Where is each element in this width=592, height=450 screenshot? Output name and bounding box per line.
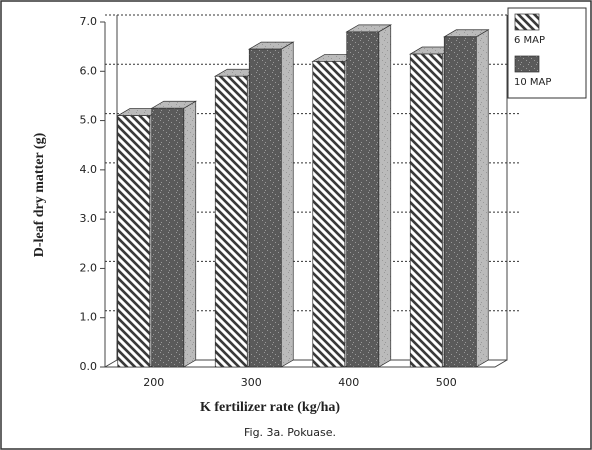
bar-side: [280, 41, 294, 368]
y-axis-label: D-leaf dry matter (g): [32, 132, 47, 257]
bar-front: [312, 61, 346, 368]
y-tick-label: 3.0: [80, 212, 98, 225]
y-tick-label: 7.0: [80, 15, 98, 28]
bar-front: [409, 53, 443, 368]
y-tick-label: 6.0: [80, 64, 98, 77]
caption: Fig. 3a. Pokuase.: [244, 426, 336, 439]
x-tick-label: 300: [241, 376, 262, 389]
legend-swatch: [514, 13, 540, 31]
y-tick-label: 1.0: [80, 311, 98, 324]
bar-front: [151, 107, 185, 368]
bar: [247, 41, 295, 368]
y-tick-label: 5.0: [80, 114, 98, 127]
bar: [150, 100, 198, 368]
bar-front: [443, 36, 477, 368]
y-tick-label: 0.0: [80, 360, 98, 373]
bar-side: [475, 29, 489, 368]
legend-swatch: [514, 55, 540, 73]
bar: [345, 24, 393, 368]
y-tick-label: 2.0: [80, 261, 98, 274]
bar-front: [346, 31, 380, 368]
y-tick-label: 4.0: [80, 163, 98, 176]
legend-label: 10 MAP: [514, 77, 551, 88]
bar-side: [183, 100, 197, 368]
bar-front: [117, 115, 151, 368]
legend-label: 6 MAP: [514, 35, 545, 46]
bar-front: [214, 75, 248, 368]
x-tick-label: 400: [338, 376, 359, 389]
legend-box: [507, 7, 587, 99]
x-tick-label: 500: [436, 376, 457, 389]
x-axis-label: K fertilizer rate (kg/ha): [200, 400, 340, 415]
bar-front: [248, 48, 282, 368]
x-tick-label: 200: [143, 376, 164, 389]
bar: [442, 29, 490, 368]
bar-side: [378, 24, 392, 368]
